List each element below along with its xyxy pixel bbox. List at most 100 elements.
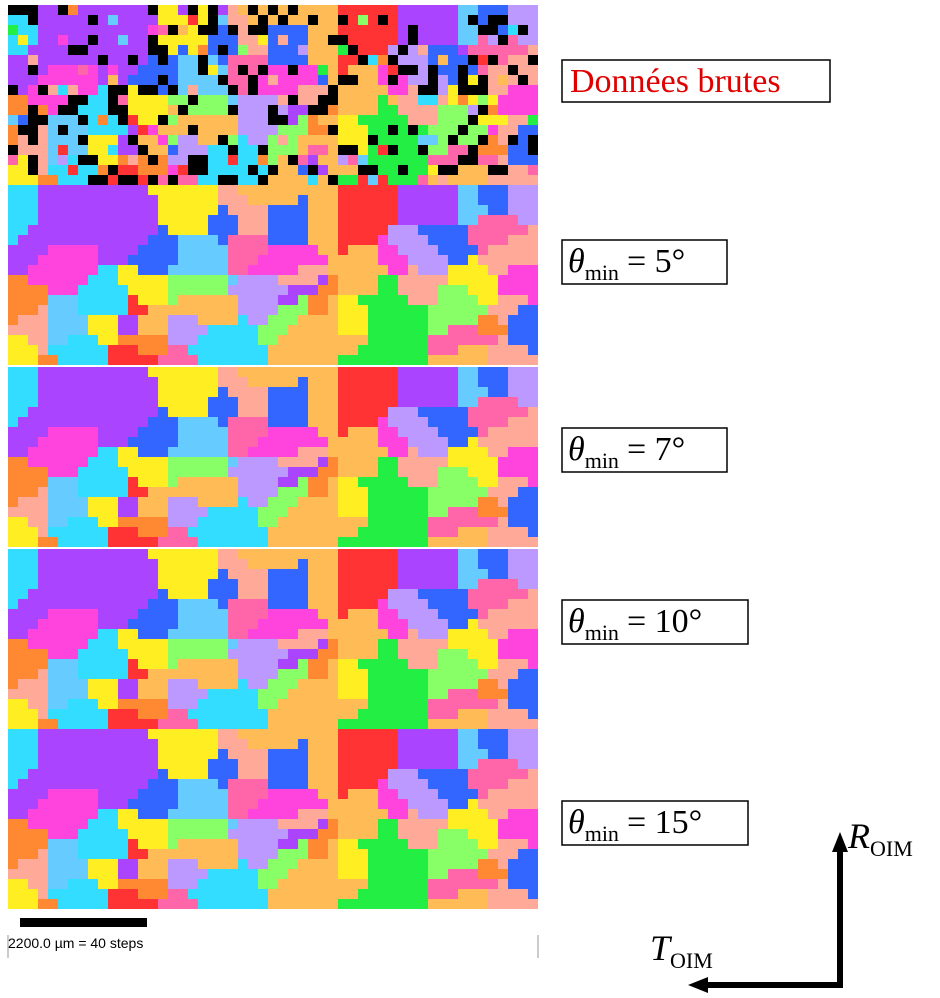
map-pixel <box>18 527 28 537</box>
map-pixel <box>338 135 348 145</box>
map-pixel <box>48 467 58 477</box>
map-pixel <box>258 65 268 75</box>
map-pixel <box>58 407 68 417</box>
map-pixel <box>368 235 378 245</box>
map-pixel <box>218 427 228 437</box>
map-pixel <box>138 719 148 729</box>
map-pixel <box>18 295 28 305</box>
map-pixel <box>428 497 438 507</box>
arrow-head <box>832 832 848 852</box>
map-pixel <box>38 387 48 397</box>
map-pixel <box>308 527 318 537</box>
map-pixel <box>28 75 38 85</box>
map-pixel <box>398 669 408 679</box>
map-pixel <box>68 295 78 305</box>
map-pixel <box>308 35 318 45</box>
map-pixel <box>188 85 198 95</box>
map-pixel <box>208 609 218 619</box>
map-pixel <box>388 417 398 427</box>
map-pixel <box>238 95 248 105</box>
map-pixel <box>68 899 78 909</box>
map-pixel <box>118 345 128 355</box>
map-pixel <box>478 215 488 225</box>
map-pixel <box>458 487 468 497</box>
map-pixel <box>258 559 268 569</box>
map-pixel <box>98 649 108 659</box>
map-pixel <box>278 719 288 729</box>
map-pixel <box>98 739 108 749</box>
map-pixel <box>428 205 438 215</box>
map-pixel <box>388 739 398 749</box>
map-pixel <box>178 659 188 669</box>
map-pixel <box>388 779 398 789</box>
map-pixel <box>338 315 348 325</box>
map-pixel <box>488 205 498 215</box>
map-pixel <box>8 859 18 869</box>
map-pixel <box>468 699 478 709</box>
map-pixel <box>328 125 338 135</box>
map-pixel <box>198 639 208 649</box>
map-pixel <box>278 335 288 345</box>
map-pixel <box>358 517 368 527</box>
map-pixel <box>528 739 538 749</box>
map-pixel <box>68 659 78 669</box>
map-pixel <box>328 285 338 295</box>
map-pixel <box>278 285 288 295</box>
map-pixel <box>458 437 468 447</box>
map-pixel <box>408 355 418 365</box>
map-pixel <box>218 477 228 487</box>
map-pixel <box>78 325 88 335</box>
map-pixel <box>478 295 488 305</box>
map-pixel <box>508 417 518 427</box>
map-pixel <box>298 889 308 899</box>
map-pixel <box>178 245 188 255</box>
map-pixel <box>168 467 178 477</box>
map-pixel <box>218 255 228 265</box>
map-pixel <box>338 629 348 639</box>
map-pixel <box>118 507 128 517</box>
map-pixel <box>328 549 338 559</box>
map-pixel <box>8 799 18 809</box>
map-pixel <box>418 165 428 175</box>
map-pixel <box>338 5 348 15</box>
map-pixel <box>528 45 538 55</box>
map-pixel <box>268 165 278 175</box>
map-pixel <box>298 487 308 497</box>
map-pixel <box>198 799 208 809</box>
map-pixel <box>388 569 398 579</box>
map-pixel <box>428 729 438 739</box>
map-pixel <box>458 849 468 859</box>
map-pixel <box>88 245 98 255</box>
map-pixel <box>138 467 148 477</box>
map-pixel <box>418 659 428 669</box>
map-pixel <box>488 487 498 497</box>
map-pixel <box>258 225 268 235</box>
map-pixel <box>328 599 338 609</box>
map-pixel <box>308 165 318 175</box>
map-pixel <box>358 779 368 789</box>
map-pixel <box>108 155 118 165</box>
map-pixel <box>398 629 408 639</box>
map-pixel <box>228 447 238 457</box>
map-pixel <box>38 709 48 719</box>
map-pixel <box>258 549 268 559</box>
map-pixel <box>238 387 248 397</box>
map-pixel <box>418 235 428 245</box>
map-pixel <box>348 629 358 639</box>
map-pixel <box>88 355 98 365</box>
map-pixel <box>188 417 198 427</box>
map-pixel <box>488 135 498 145</box>
map-pixel <box>238 839 248 849</box>
map-pixel <box>128 305 138 315</box>
map-pixel <box>268 719 278 729</box>
map-pixel <box>258 235 268 245</box>
map-pixel <box>528 789 538 799</box>
map-pixel <box>138 285 148 295</box>
map-pixel <box>508 699 518 709</box>
map-pixel <box>88 5 98 15</box>
map-pixel <box>488 689 498 699</box>
map-pixel <box>388 537 398 547</box>
map-pixel <box>278 679 288 689</box>
map-pixel <box>158 579 168 589</box>
map-pixel <box>348 859 358 869</box>
